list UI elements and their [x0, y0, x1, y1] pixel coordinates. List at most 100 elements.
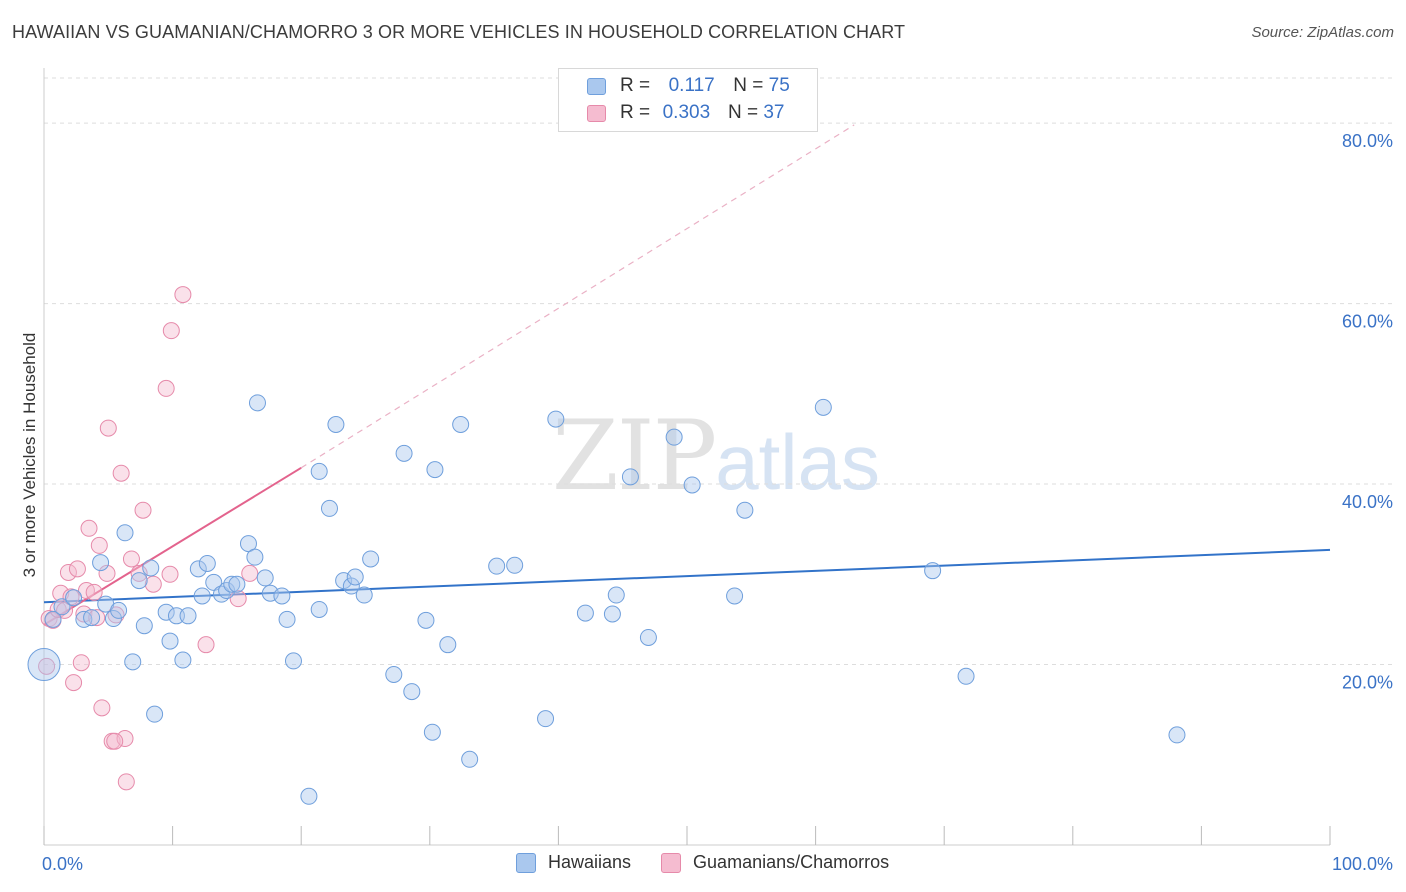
point-guamanians: [93, 699, 111, 717]
legend-n-value: 75: [768, 75, 790, 96]
point-guamanians: [241, 564, 259, 582]
point-hawaiians: [576, 604, 594, 622]
point-hawaiians: [362, 550, 380, 568]
point-hawaiians: [284, 652, 302, 670]
point-hawaiians: [417, 611, 435, 629]
point-guamanians: [197, 636, 215, 654]
point-hawaiians: [736, 501, 754, 519]
point-hawaiians: [439, 636, 457, 654]
point-hawaiians: [547, 410, 565, 428]
trend-line-guamanians: [43, 466, 302, 626]
point-hawaiians: [256, 569, 274, 587]
point-hawaiians: [957, 667, 975, 685]
point-hawaiians: [27, 648, 61, 682]
point-hawaiians: [189, 560, 207, 578]
point-hawaiians: [198, 554, 216, 572]
point-hawaiians: [310, 462, 328, 480]
point-guamanians: [174, 286, 192, 304]
watermark-zip: ZIP: [552, 400, 717, 512]
axes: [43, 68, 1331, 846]
point-hawaiians: [683, 476, 701, 494]
trend-line-hawaiians: [43, 548, 1331, 604]
point-guamanians: [59, 563, 77, 581]
point-guamanians: [65, 674, 83, 692]
tick-labels: 20.0% 40.0% 60.0% 80.0% 0.0% 100.0%: [42, 131, 1393, 874]
point-guamanians: [72, 654, 90, 672]
legend-n-value: 37: [763, 102, 785, 123]
point-guamanians: [134, 501, 152, 519]
point-hawaiians: [423, 723, 441, 741]
legend-label-hawaiians: Hawaiians: [548, 852, 632, 872]
source-label: Source: ZipAtlas.com: [1251, 24, 1394, 41]
point-hawaiians: [174, 651, 192, 669]
point-hawaiians: [110, 601, 128, 619]
point-hawaiians: [161, 632, 179, 650]
legend-item-hawaiians[interactable]: Hawaiians: [516, 852, 631, 873]
point-guamanians: [117, 773, 135, 791]
point-hawaiians: [53, 598, 71, 616]
point-guamanians: [68, 560, 86, 578]
watermark: ZIPatlas: [552, 400, 880, 512]
point-hawaiians: [300, 787, 318, 805]
point-guamanians: [144, 575, 162, 593]
point-hawaiians: [924, 562, 942, 580]
legend-r-label: R =: [620, 102, 651, 123]
series-legend: Hawaiians Guamanians/Chamorros: [516, 852, 919, 873]
point-guamanians: [38, 657, 56, 675]
point-hawaiians: [146, 705, 164, 723]
point-hawaiians: [621, 468, 639, 486]
legend-swatch-guamanians: [661, 852, 682, 873]
point-hawaiians: [124, 653, 142, 671]
point-guamanians: [106, 732, 124, 750]
point-hawaiians: [488, 557, 506, 575]
legend-row-hawaiians: R = 0.117 N = 75: [587, 74, 790, 98]
chart-title: HAWAIIAN VS GUAMANIAN/CHAMORRO 3 OR MORE…: [12, 22, 906, 42]
legend-n-label: N =: [727, 102, 759, 123]
x-tick-label: 100.0%: [1332, 854, 1393, 874]
point-hawaiians: [223, 575, 241, 593]
watermark-atlas: atlas: [715, 418, 880, 506]
stats-legend: R = 0.117 N = 75 R = 0.303 N = 37: [558, 68, 818, 132]
point-hawaiians: [246, 548, 264, 566]
point-guamanians: [52, 584, 70, 602]
legend-item-guamanians[interactable]: Guamanians/Chamorros: [661, 852, 889, 873]
point-hawaiians: [506, 556, 524, 574]
point-guamanians: [99, 419, 117, 437]
point-hawaiians: [537, 710, 555, 728]
point-hawaiians: [104, 610, 122, 628]
point-hawaiians: [395, 444, 413, 462]
point-hawaiians: [452, 416, 470, 434]
legend-r-value: 0.303: [662, 102, 711, 123]
point-hawaiians: [665, 428, 683, 446]
point-hawaiians: [167, 607, 185, 625]
point-hawaiians: [327, 416, 345, 434]
point-hawaiians: [116, 524, 134, 542]
point-hawaiians: [346, 568, 364, 586]
point-hawaiians: [385, 665, 403, 683]
point-hawaiians: [814, 398, 832, 416]
point-hawaiians: [130, 572, 148, 590]
point-guamanians: [162, 322, 180, 340]
y-tick-label: 40.0%: [1342, 492, 1393, 512]
point-hawaiians: [461, 750, 479, 768]
point-guamanians: [80, 519, 98, 537]
point-hawaiians: [83, 609, 101, 627]
point-guamanians: [90, 536, 108, 554]
point-hawaiians: [426, 461, 444, 479]
point-hawaiians: [320, 499, 338, 517]
point-guamanians: [112, 464, 130, 482]
point-hawaiians: [342, 577, 360, 595]
legend-r-label: R =: [620, 75, 651, 96]
legend-swatch-blue: [587, 77, 606, 95]
point-hawaiians: [355, 586, 373, 604]
legend-row-guamanians: R = 0.303 N = 37: [587, 101, 784, 125]
point-hawaiians: [179, 607, 197, 625]
point-hawaiians: [157, 603, 175, 621]
point-hawaiians: [1168, 726, 1186, 744]
point-hawaiians: [135, 617, 153, 635]
legend-swatch-pink: [587, 104, 606, 122]
point-hawaiians: [607, 586, 625, 604]
points: [27, 286, 1186, 805]
point-hawaiians: [44, 610, 62, 628]
